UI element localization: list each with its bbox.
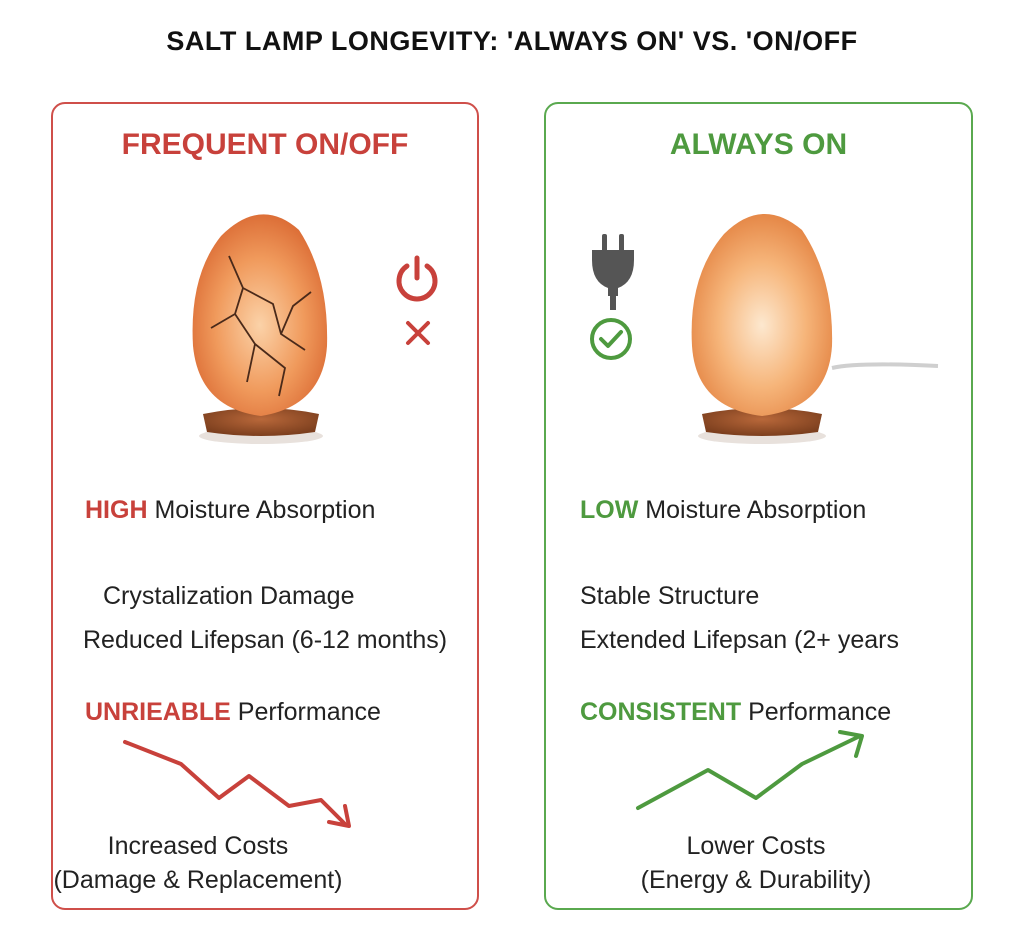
performance-text: Performance xyxy=(748,698,892,726)
effect-crystalization: Crystalization Damage xyxy=(103,582,355,610)
moisture-text: Moisture Absorption xyxy=(154,496,376,524)
performance-label: UNRIEABLE Performance xyxy=(85,698,381,727)
moisture-absorption-label: LOW Moisture Absorption xyxy=(580,496,866,525)
rising-trend-arrow xyxy=(636,730,864,810)
panel-heading: ALWAYS ON xyxy=(669,128,848,161)
costs-line1: Lower Costs xyxy=(686,832,826,860)
costs-line2: (Damage & Replacement) xyxy=(53,866,343,894)
plug-icon xyxy=(592,234,634,310)
costs-line2: (Energy & Durability) xyxy=(640,866,872,894)
glowing-salt-lamp-image xyxy=(691,213,939,444)
performance-label: CONSISTENT Performance xyxy=(580,698,891,727)
page-title: SALT LAMP LONGEVITY: 'ALWAYS ON' VS. 'ON… xyxy=(166,26,858,56)
effect-stable-structure: Stable Structure xyxy=(580,582,760,610)
panel-heading: FREQUENT ON/OFF xyxy=(121,128,409,161)
effect-lifespan: Reduced Lifepsan (6-12 months) xyxy=(83,626,448,654)
check-circle-icon xyxy=(590,318,632,360)
frequent-on-off-panel: FREQUENT ON/OFF HIGH Moisture Absorption xyxy=(51,102,479,910)
costs-line1: Increased Costs xyxy=(107,832,289,860)
moisture-text: Moisture Absorption xyxy=(645,496,867,524)
effect-lifespan: Extended Lifepsan (2+ years xyxy=(580,626,899,654)
performance-text: Performance xyxy=(237,698,381,726)
x-icon xyxy=(406,321,430,345)
moisture-level: HIGH xyxy=(85,496,148,524)
cracked-salt-lamp-image xyxy=(192,214,328,444)
performance-level: UNRIEABLE xyxy=(85,698,231,726)
always-on-panel: ALWAYS ON LOW Moisture Absorption xyxy=(544,102,973,910)
performance-level: CONSISTENT xyxy=(580,698,742,726)
declining-trend-arrow xyxy=(123,740,351,828)
moisture-absorption-label: HIGH Moisture Absorption xyxy=(85,496,375,525)
power-icon xyxy=(396,255,438,302)
moisture-level: LOW xyxy=(580,496,639,524)
